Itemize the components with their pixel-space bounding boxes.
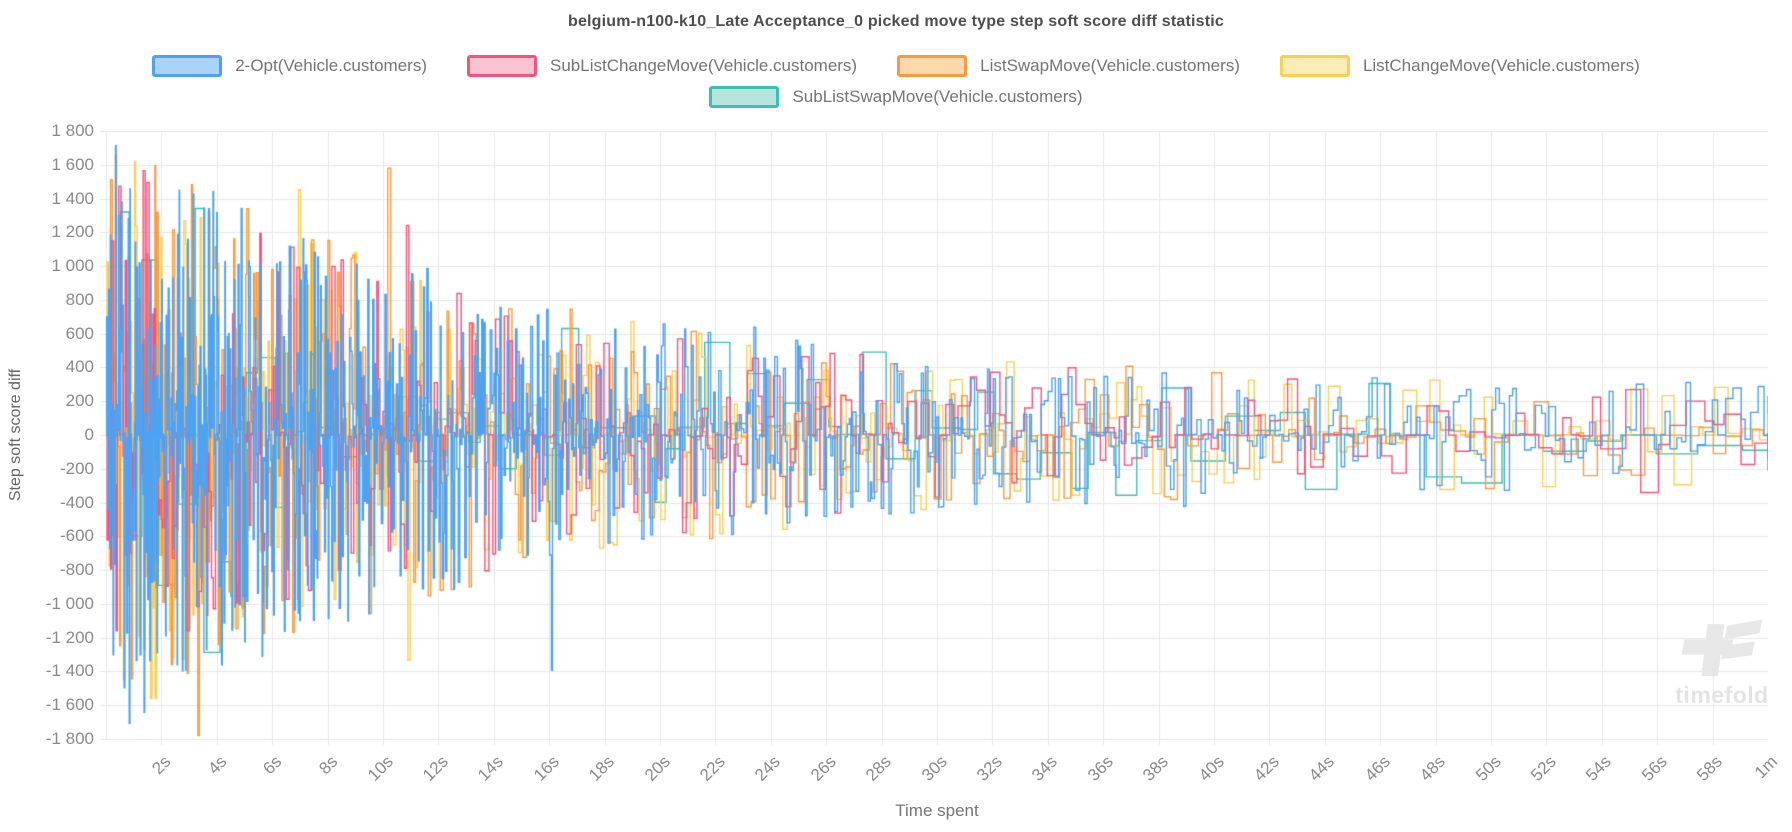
- legend-item[interactable]: 2-Opt(Vehicle.customers): [152, 55, 427, 77]
- x-tick-label: 20s: [640, 752, 674, 785]
- x-tick-label: 56s: [1637, 752, 1671, 785]
- y-tick-label: 1 200: [51, 222, 94, 242]
- legend-swatch-icon: [152, 55, 223, 77]
- legend-swatch-icon: [467, 55, 537, 77]
- y-tick-label: -200: [59, 458, 94, 478]
- y-tick-label: 400: [65, 357, 94, 377]
- legend-label: ListChangeMove(Vehicle.customers): [1362, 56, 1640, 75]
- x-tick-label: 24s: [751, 752, 785, 785]
- x-tick-label: 30s: [917, 752, 951, 785]
- x-tick-label: 6s: [259, 752, 286, 779]
- y-tick-label: 1 000: [51, 256, 94, 276]
- x-tick-label: 48s: [1416, 752, 1450, 785]
- y-tick-label: -600: [59, 526, 94, 546]
- y-tick-label: 1 400: [51, 188, 94, 208]
- x-tick-label: 1m: [1751, 752, 1782, 783]
- y-tick-label: -1 600: [45, 695, 94, 715]
- x-tick-label: 18s: [585, 752, 619, 785]
- y-tick-label: 1 600: [51, 154, 94, 174]
- chart-title: belgium-n100-k10_Late Acceptance_0 picke…: [567, 13, 1225, 30]
- legend-item[interactable]: ListSwapMove(Vehicle.customers): [897, 55, 1240, 77]
- legend-item[interactable]: ListChangeMove(Vehicle.customers): [1279, 55, 1640, 77]
- x-tick-label: 46s: [1360, 752, 1394, 785]
- x-tick-label: 44s: [1305, 752, 1339, 785]
- x-tick-label: 54s: [1582, 752, 1616, 785]
- y-tick-label: -1 000: [45, 593, 94, 613]
- legend-swatch-icon: [1279, 55, 1350, 77]
- legend-item[interactable]: SubListChangeMove(Vehicle.customers): [467, 55, 857, 77]
- legend-swatch-icon: [709, 86, 780, 108]
- x-tick-label: 14s: [474, 752, 508, 785]
- legend-label: 2-Opt(Vehicle.customers): [235, 56, 427, 75]
- y-tick-label: -1 200: [45, 627, 94, 647]
- y-tick-label: -400: [59, 492, 94, 512]
- x-tick-label: 28s: [862, 752, 896, 785]
- legend-label: SubListSwapMove(Vehicle.customers): [792, 87, 1083, 106]
- x-tick-label: 34s: [1028, 752, 1062, 785]
- x-tick-label: 52s: [1527, 752, 1560, 785]
- x-tick-label: 8s: [314, 752, 342, 779]
- x-tick-label: 12s: [419, 752, 452, 785]
- y-tick-label: 800: [65, 289, 94, 309]
- x-tick-label: 2s: [148, 752, 175, 779]
- x-tick-label: 50s: [1471, 752, 1505, 785]
- x-tick-label: 38s: [1139, 752, 1173, 785]
- x-tick-label: 22s: [696, 752, 729, 785]
- y-tick-label: 200: [65, 391, 94, 411]
- y-tick-label: -1 400: [45, 661, 94, 681]
- legend-label: ListSwapMove(Vehicle.customers): [980, 56, 1240, 75]
- legend: 2-Opt(Vehicle.customers) SubListChangeMov…: [96, 55, 1696, 108]
- x-axis-title: Time spent: [895, 801, 979, 820]
- x-tick-label: 4s: [204, 752, 231, 779]
- x-tick-label: 32s: [973, 752, 1006, 785]
- x-tick-label: 40s: [1194, 752, 1228, 785]
- x-tick-label: 16s: [529, 752, 563, 785]
- legend-item[interactable]: SubListSwapMove(Vehicle.customers): [709, 86, 1083, 108]
- y-tick-label: -1 800: [45, 729, 94, 748]
- x-tick-label: 26s: [806, 752, 840, 785]
- x-tick-label: 10s: [363, 752, 397, 785]
- chart-canvas[interactable]: [98, 131, 1768, 747]
- x-tick-label: 36s: [1083, 752, 1117, 785]
- y-tick-label: -800: [59, 560, 94, 580]
- legend-swatch-icon: [897, 55, 968, 77]
- y-tick-label: 600: [65, 323, 94, 343]
- y-tick-label: 0: [84, 425, 94, 444]
- legend-label: SubListChangeMove(Vehicle.customers): [550, 56, 858, 75]
- y-tick-label: 1 800: [51, 121, 94, 140]
- x-tick-label: 58s: [1693, 752, 1727, 785]
- x-tick-label: 42s: [1250, 752, 1283, 785]
